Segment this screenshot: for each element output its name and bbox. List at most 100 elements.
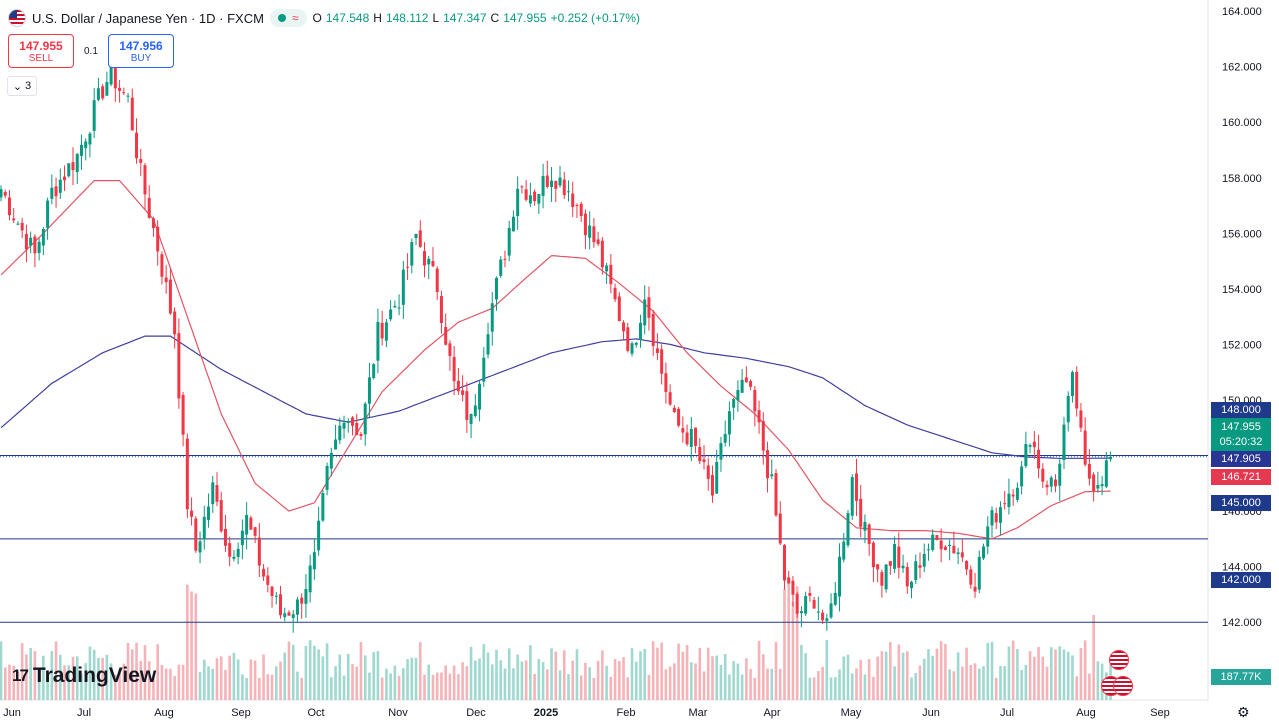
candle-body — [702, 459, 706, 463]
candle-body — [638, 322, 642, 340]
candle — [198, 531, 202, 564]
candle-body — [528, 195, 532, 204]
candle — [367, 362, 371, 418]
candle-body — [507, 227, 511, 256]
candle — [499, 256, 503, 279]
volume-bar — [990, 641, 994, 700]
candle — [262, 563, 266, 581]
ma-fast-line — [0, 180, 1111, 540]
volume-bar — [334, 666, 337, 700]
candle-body — [1100, 484, 1104, 487]
volume-bar — [194, 593, 198, 700]
volume-bar — [812, 677, 816, 700]
candle — [795, 591, 799, 618]
candle — [448, 340, 452, 371]
candle — [689, 416, 693, 462]
ma-slow-tag: 146.721 — [1211, 469, 1271, 485]
x-tick-label: Jul — [1000, 707, 1014, 719]
candle — [787, 570, 791, 584]
economic-event-icon[interactable] — [1113, 676, 1133, 696]
volume-bar — [418, 642, 422, 700]
candle — [723, 420, 727, 447]
candle — [749, 379, 753, 391]
volume-bar — [749, 668, 752, 700]
candle-body — [787, 577, 791, 584]
sell-button[interactable]: 147.955 SELL — [8, 34, 74, 68]
candle — [37, 238, 41, 261]
candle — [630, 341, 634, 357]
indicators-toggle-button[interactable]: ⌄ 3 — [7, 76, 37, 96]
volume-bar — [435, 672, 439, 700]
economic-event-icon[interactable] — [1109, 650, 1129, 670]
volume-bar — [622, 657, 625, 700]
candle — [541, 163, 545, 209]
candle-body — [986, 526, 990, 547]
candle-body — [1032, 441, 1036, 448]
volume-bar — [550, 648, 553, 700]
candle — [668, 384, 672, 406]
candle — [406, 253, 410, 281]
candle — [821, 609, 825, 625]
volume-bar — [757, 640, 761, 700]
volume-bar — [791, 601, 795, 700]
candle-body — [1104, 460, 1108, 487]
buy-button[interactable]: 147.956 BUY — [108, 34, 174, 68]
gear-icon[interactable]: ⚙ — [1237, 704, 1250, 720]
y-tick-label: 142.000 — [1222, 617, 1262, 629]
tradingview-logo[interactable]: 17 TradingView — [12, 664, 156, 688]
volume-bar — [397, 675, 401, 700]
candle — [880, 569, 884, 598]
market-status[interactable]: ≈ — [269, 9, 307, 27]
volume-bar — [893, 666, 896, 700]
volume-bar — [402, 668, 405, 700]
candle-body — [236, 548, 240, 557]
volume-bar — [584, 662, 587, 700]
volume-bar — [905, 651, 909, 700]
candle — [744, 366, 748, 383]
candle-body — [139, 159, 143, 163]
candle — [1049, 475, 1053, 493]
x-tick-label: Sep — [1150, 707, 1170, 719]
candle-body — [1015, 487, 1019, 500]
candle-body — [50, 187, 54, 199]
candle-body — [143, 165, 147, 195]
volume-bar — [1028, 651, 1032, 700]
candle — [96, 77, 100, 102]
candle — [1109, 451, 1113, 462]
volume-bar — [457, 674, 460, 700]
volume-bar — [694, 663, 697, 700]
candle-body — [613, 287, 617, 300]
candle — [850, 474, 854, 520]
volume-bar — [626, 677, 630, 700]
volume-bar — [728, 674, 731, 700]
volume-bar — [139, 660, 143, 700]
symbol-title[interactable]: U.S. Dollar / Japanese Yen · 1D · FXCM — [32, 10, 264, 26]
candle-body — [744, 377, 748, 383]
candle — [579, 201, 583, 222]
candle-body — [1070, 372, 1074, 396]
candle-body — [63, 176, 67, 181]
candle-body — [232, 556, 236, 559]
change-value: +0.252 (+0.17%) — [550, 11, 640, 25]
candle-body — [410, 242, 414, 266]
volume-bar — [825, 640, 829, 700]
candle-body — [562, 179, 566, 196]
candle — [105, 71, 109, 96]
candle-body — [173, 311, 177, 335]
candle-body — [295, 599, 299, 615]
volume-bar — [1003, 666, 1006, 700]
candle — [1024, 431, 1028, 469]
candle — [147, 185, 151, 219]
candle-body — [1083, 430, 1087, 465]
candle-body — [867, 524, 871, 545]
candle — [494, 276, 498, 311]
volume-bar — [630, 648, 634, 700]
candle — [1096, 471, 1100, 493]
volume-bar — [770, 668, 774, 700]
level-145-tag: 145.000 — [1211, 495, 1271, 511]
candle — [287, 610, 291, 617]
candle — [1087, 449, 1091, 486]
candle — [389, 300, 393, 322]
candle-body — [617, 296, 621, 322]
